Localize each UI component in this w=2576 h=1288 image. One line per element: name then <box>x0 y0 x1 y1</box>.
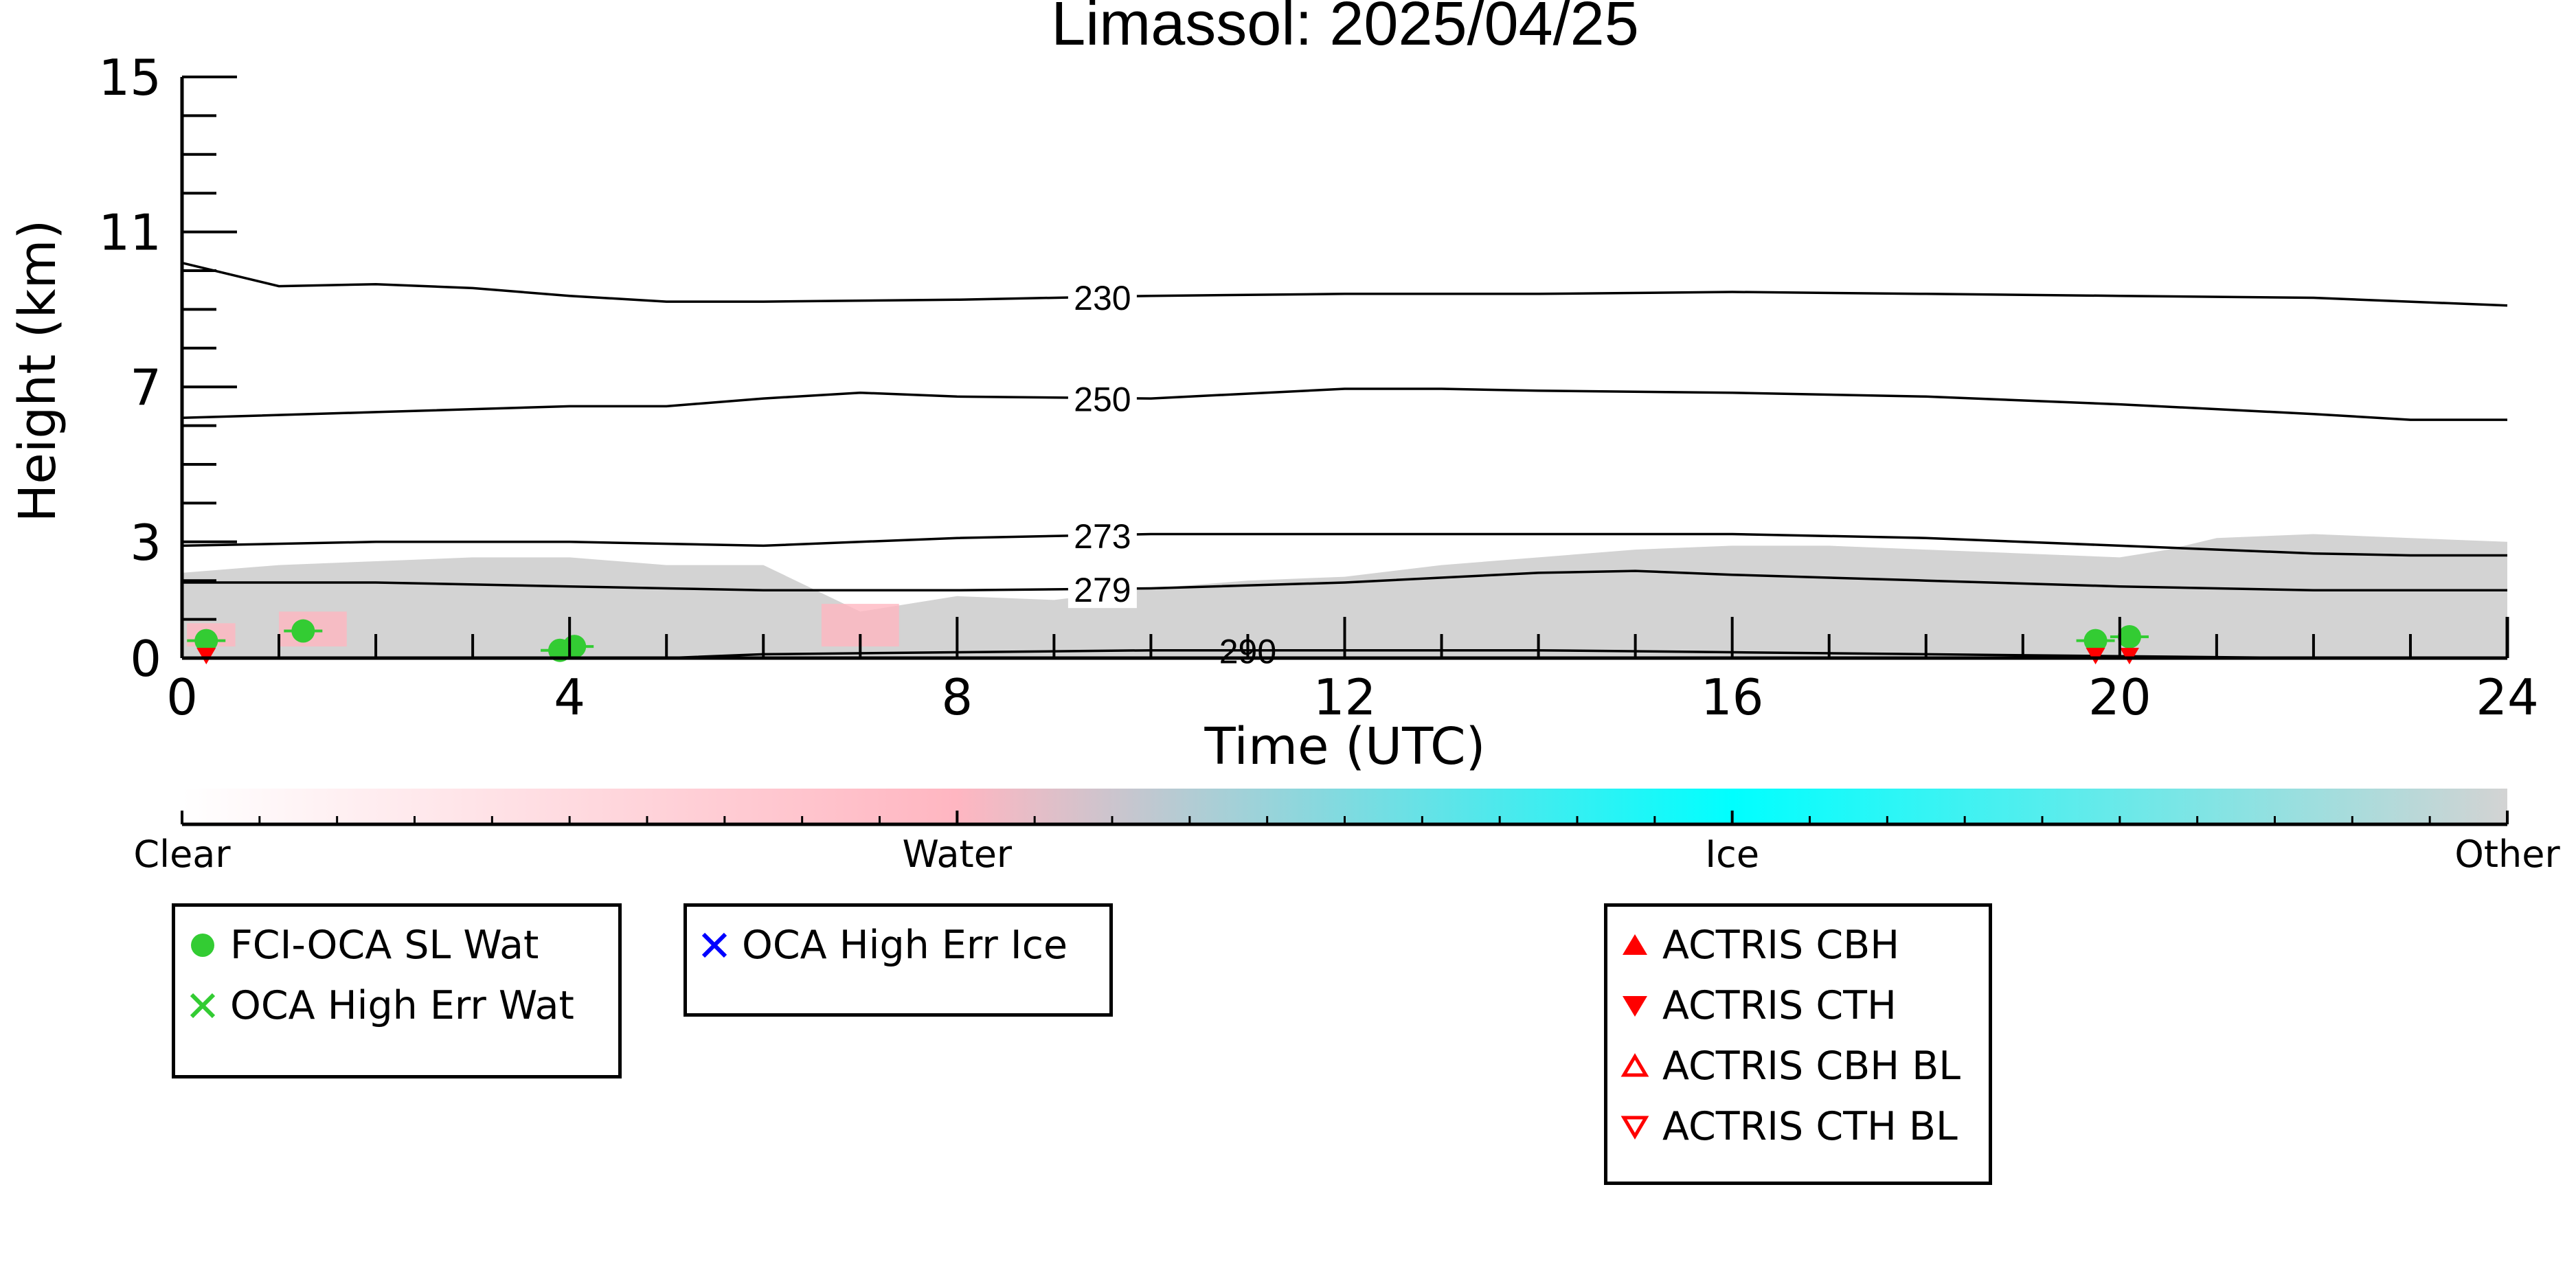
y-tick-label: 7 <box>130 359 161 416</box>
y-tick-label: 15 <box>98 49 161 106</box>
legend-marker <box>190 993 216 1019</box>
x-tick-label: 12 <box>1313 668 1377 726</box>
legend-item: ACTRIS CTH <box>1614 983 1897 1028</box>
legend-marker <box>1623 996 1647 1017</box>
legend-marker <box>701 932 727 958</box>
y-tick-label: 11 <box>98 204 161 262</box>
x-tick-label: 16 <box>1701 668 1764 726</box>
fci-oca-point <box>2083 629 2108 653</box>
chart-title: Limassol: 2025/04/25 <box>1051 0 1639 58</box>
x-tick-label: 8 <box>941 668 973 726</box>
fci-oca-point <box>2117 624 2141 648</box>
legend-label: ACTRIS CTH <box>1662 983 1897 1028</box>
legend-marker <box>1620 1053 1649 1077</box>
isotherm-label-bg <box>1067 379 1137 418</box>
isotherm-279 <box>182 569 2507 592</box>
isotherm-label: 273 <box>1074 517 1131 556</box>
legend-box <box>1604 903 1992 1185</box>
legend-marker <box>191 934 214 957</box>
y-tick-label: 0 <box>130 630 161 688</box>
isotherm-230 <box>181 261 2508 307</box>
colorbar-label-water: Water <box>903 833 1013 876</box>
colorbar-label-ice: Ice <box>1705 833 1759 876</box>
legend-label: ACTRIS CTH BL <box>1662 1104 1958 1149</box>
isotherm-label-bg <box>1067 569 1137 609</box>
legend-label: FCI-OCA SL Wat <box>230 923 539 968</box>
cloud-mask-area <box>182 534 2507 658</box>
actris-cth-point <box>196 648 216 665</box>
legend-marker <box>1620 1116 1649 1140</box>
legend-item: OCA High Err Wat <box>182 983 574 1028</box>
fci-oca-point <box>291 619 315 643</box>
x-tick-label: 0 <box>166 668 198 726</box>
legend-item: ACTRIS CTH BL <box>1614 1104 1958 1149</box>
isotherm-label-bg <box>1067 278 1137 317</box>
legend-label: OCA High Err Wat <box>230 983 574 1028</box>
isotherm-label: 279 <box>1074 571 1131 609</box>
legend-box <box>683 903 1113 1017</box>
actris-cth-point <box>2119 648 2139 665</box>
y-axis-label: Height (km) <box>8 220 67 523</box>
axes: 0 3 7 11 15 0 4 8 12 16 20 24 <box>98 49 2538 726</box>
data-markers <box>187 619 2149 665</box>
legend-box <box>172 903 622 1078</box>
isotherm-label: 230 <box>1074 279 1131 317</box>
x-axis-label: Time (UTC) <box>1204 717 1485 776</box>
isotherm-label: 250 <box>1074 380 1131 418</box>
isotherm-label-bg <box>1067 515 1137 554</box>
colorbar-label-clear: Clear <box>133 833 231 876</box>
colorbar-label-other: Other <box>2454 833 2560 876</box>
legend-item: OCA High Err Ice <box>694 923 1067 968</box>
fci-oca-point <box>563 635 587 659</box>
legend-label: ACTRIS CBH <box>1662 923 1900 968</box>
fci-oca-point <box>194 629 218 653</box>
y-tick-label: 3 <box>130 514 161 572</box>
isotherm-273 <box>181 532 2507 557</box>
x-tick-label: 24 <box>2476 668 2539 726</box>
isotherm-250 <box>181 387 2507 421</box>
legend-label: OCA High Err Ice <box>742 923 1068 968</box>
colorbar: Clear Water Ice Other <box>133 789 2560 876</box>
legend-item: ACTRIS CBH <box>1614 923 1899 968</box>
legend-marker <box>1623 934 1647 955</box>
legend-label: ACTRIS CBH BL <box>1662 1043 1961 1089</box>
x-tick-label: 20 <box>2088 668 2151 726</box>
legend-item: ACTRIS CBH BL <box>1614 1043 1961 1089</box>
x-tick-label: 4 <box>554 668 585 726</box>
actris-cth-point <box>2086 648 2105 665</box>
legend-item: FCI-OCA SL Wat <box>182 923 539 968</box>
